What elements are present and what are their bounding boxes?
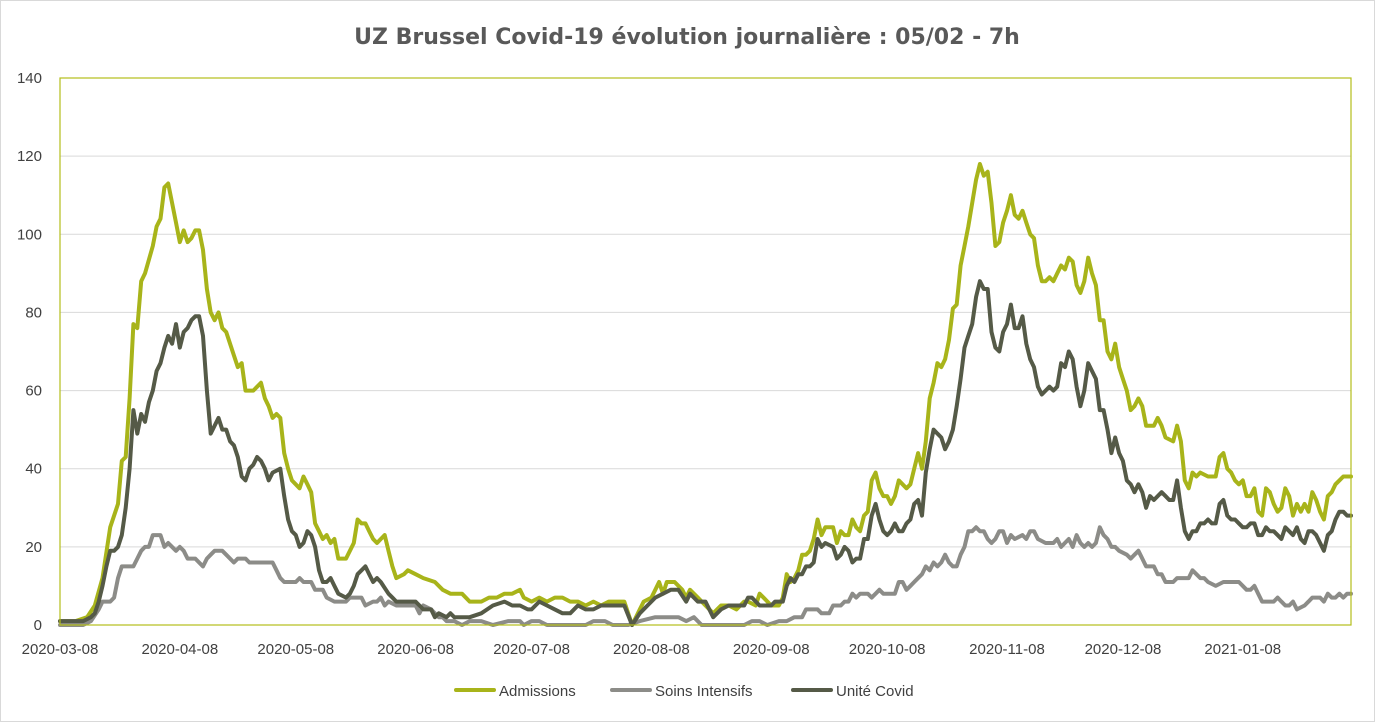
x-tick-label: 2020-04-08 <box>141 641 218 658</box>
series-line-2 <box>58 279 1353 627</box>
legend-label: Unité Covid <box>836 683 914 700</box>
legend-label: Soins Intensifs <box>655 683 753 700</box>
x-axis-ticks: 2020-03-08 2020-04-08 2020-05-08 2020-06-08… <box>22 641 1282 658</box>
series-lines <box>58 162 1353 627</box>
y-axis-ticks: 0 20 40 60 80 100 120 140 <box>17 70 42 634</box>
legend-label: Admissions <box>499 683 576 700</box>
x-tick-label: 2020-05-08 <box>257 641 334 658</box>
y-tick-label: 60 <box>25 383 42 400</box>
y-tick-label: 80 <box>25 304 42 321</box>
x-tick-label: 2020-10-08 <box>849 641 926 658</box>
y-tick-label: 120 <box>17 148 42 165</box>
x-tick-label: 2020-06-08 <box>377 641 454 658</box>
x-tick-label: 2020-08-08 <box>613 641 690 658</box>
x-tick-label: 2020-12-08 <box>1085 641 1162 658</box>
x-tick-label: 2020-11-08 <box>969 641 1045 658</box>
gridlines <box>60 155 1351 548</box>
series-line-0 <box>58 162 1353 627</box>
x-tick-label: 2020-09-08 <box>733 641 810 658</box>
x-tick-label: 2021-01-08 <box>1204 641 1281 658</box>
x-tick-label: 2020-03-08 <box>22 641 99 658</box>
legend: Admissions Soins Intensifs Unité Covid <box>454 683 914 700</box>
y-tick-label: 140 <box>17 70 42 87</box>
y-tick-label: 40 <box>25 461 42 478</box>
x-tick-label: 2020-07-08 <box>493 641 570 658</box>
plot-area-frame <box>59 77 1352 626</box>
chart-title: UZ Brussel Covid-19 évolution journalièr… <box>354 25 1020 50</box>
y-tick-label: 20 <box>25 539 42 556</box>
series-line-1 <box>58 525 1353 627</box>
y-tick-label: 0 <box>34 617 42 634</box>
y-tick-label: 100 <box>17 226 42 243</box>
